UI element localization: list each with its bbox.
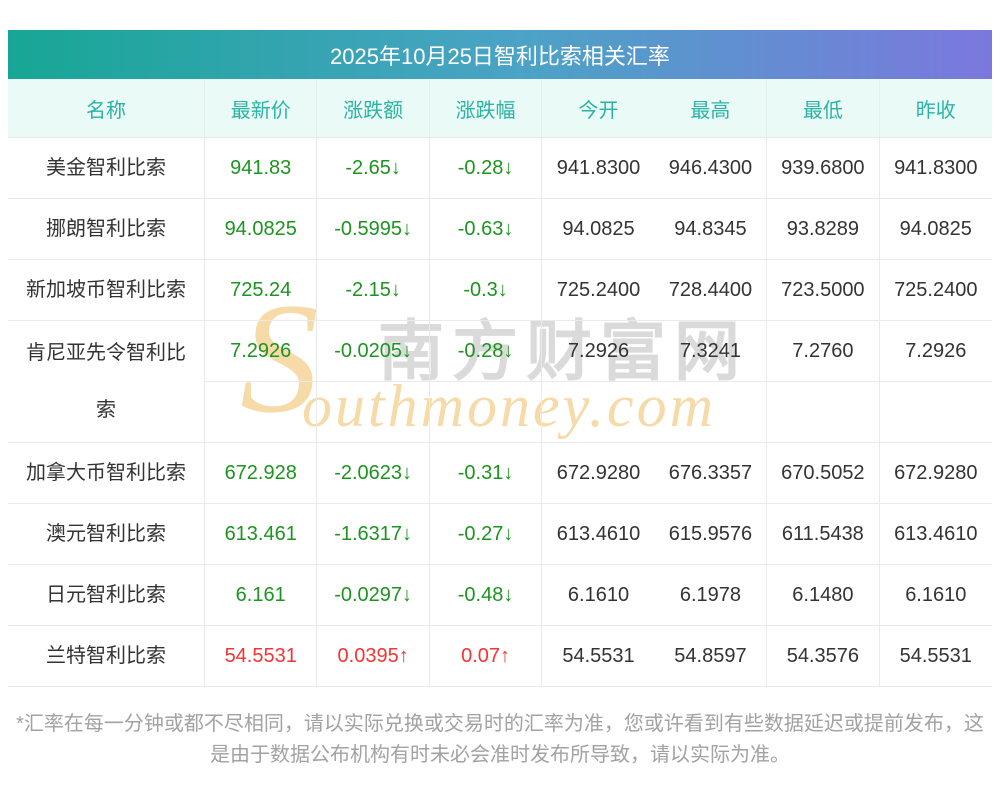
cell-prev: 941.8300 — [879, 138, 992, 199]
cell-pct: -0.28↓ — [429, 138, 543, 199]
cell-open: 54.5531 — [542, 626, 655, 687]
cell-high: 615.9576 — [654, 504, 768, 565]
cell-latest: 941.83 — [205, 138, 318, 199]
row-name: 新加坡币智利比索 — [8, 260, 205, 321]
cell-pct: -0.28↓ — [429, 321, 543, 382]
cell-high: 728.4400 — [654, 260, 768, 321]
cell-change: -0.0205↓ — [317, 321, 430, 382]
cell-open: 7.2926 — [542, 321, 655, 382]
column-header-prev: 昨收 — [879, 79, 992, 138]
cell-change: -2.0623↓ — [317, 443, 430, 504]
cell-low: 611.5438 — [767, 504, 880, 565]
cell-pct: -0.63↓ — [429, 199, 543, 260]
cell-latest: 672.928 — [205, 443, 318, 504]
cell-empty — [205, 382, 318, 443]
cell-empty — [429, 382, 543, 443]
cell-latest: 94.0825 — [205, 199, 318, 260]
cell-low: 723.5000 — [767, 260, 880, 321]
column-header-latest: 最新价 — [205, 79, 318, 138]
cell-high: 54.8597 — [654, 626, 768, 687]
column-header-change: 涨跌额 — [317, 79, 430, 138]
cell-pct: -0.31↓ — [429, 443, 543, 504]
cell-high: 94.8345 — [654, 199, 768, 260]
column-header-name: 名称 — [8, 79, 205, 138]
cell-open: 6.1610 — [542, 565, 655, 626]
row-name: 兰特智利比索 — [8, 626, 205, 687]
column-header-open: 今开 — [542, 79, 655, 138]
column-header-low: 最低 — [767, 79, 880, 138]
cell-open: 94.0825 — [542, 199, 655, 260]
cell-prev: 54.5531 — [879, 626, 992, 687]
cell-latest: 725.24 — [205, 260, 318, 321]
cell-open: 725.2400 — [542, 260, 655, 321]
cell-high: 676.3357 — [654, 443, 768, 504]
column-header-pct: 涨跌幅 — [429, 79, 543, 138]
cell-low: 939.6800 — [767, 138, 880, 199]
cell-empty — [767, 382, 880, 443]
cell-change: -1.6317↓ — [317, 504, 430, 565]
cell-latest: 6.161 — [205, 565, 318, 626]
cell-pct: -0.48↓ — [429, 565, 543, 626]
cell-high: 946.4300 — [654, 138, 768, 199]
cell-pct: -0.3↓ — [429, 260, 543, 321]
row-name: 美金智利比索 — [8, 138, 205, 199]
cell-empty — [317, 382, 430, 443]
cell-prev: 725.2400 — [879, 260, 992, 321]
cell-change: -0.5995↓ — [317, 199, 430, 260]
table-title: 2025年10月25日智利比索相关汇率 — [330, 43, 670, 69]
row-name: 挪朗智利比索 — [8, 199, 205, 260]
cell-low: 6.1480 — [767, 565, 880, 626]
row-name: 日元智利比索 — [8, 565, 205, 626]
column-header-high: 最高 — [654, 79, 768, 138]
cell-prev: 672.9280 — [879, 443, 992, 504]
cell-change: -2.65↓ — [317, 138, 430, 199]
cell-pct: -0.27↓ — [429, 504, 543, 565]
cell-low: 54.3576 — [767, 626, 880, 687]
row-name: 肯尼亚先令智利比索 — [8, 321, 205, 443]
row-name: 加拿大币智利比索 — [8, 443, 205, 504]
cell-pct: 0.07↑ — [429, 626, 543, 687]
cell-latest: 613.461 — [205, 504, 318, 565]
cell-low: 670.5052 — [767, 443, 880, 504]
cell-open: 941.8300 — [542, 138, 655, 199]
cell-latest: 54.5531 — [205, 626, 318, 687]
cell-latest: 7.2926 — [205, 321, 318, 382]
table-title-bar: 2025年10月25日智利比索相关汇率 — [8, 30, 992, 79]
cell-change: -0.0297↓ — [317, 565, 430, 626]
disclaimer-note: *汇率在每一分钟或都不尽相同，请以实际兑换或交易时的汇率为准，您或许看到有些数据… — [16, 713, 984, 766]
cell-open: 613.4610 — [542, 504, 655, 565]
cell-prev: 613.4610 — [879, 504, 992, 565]
cell-low: 93.8289 — [767, 199, 880, 260]
cell-prev: 7.2926 — [879, 321, 992, 382]
cell-high: 6.1978 — [654, 565, 768, 626]
cell-change: 0.0395↑ — [317, 626, 430, 687]
cell-empty — [542, 382, 655, 443]
cell-empty — [654, 382, 768, 443]
cell-prev: 94.0825 — [879, 199, 992, 260]
cell-change: -2.15↓ — [317, 260, 430, 321]
cell-high: 7.3241 — [654, 321, 768, 382]
cell-empty — [879, 382, 992, 443]
cell-prev: 6.1610 — [879, 565, 992, 626]
cell-low: 7.2760 — [767, 321, 880, 382]
cell-open: 672.9280 — [542, 443, 655, 504]
rates-table: 2025年10月25日智利比索相关汇率 名称 最新价 涨跌额 涨跌幅 今开 最高 最低 昨收美… — [8, 30, 992, 687]
row-name: 澳元智利比索 — [8, 504, 205, 565]
rate-grid: 名称 最新价 涨跌额 涨跌幅 今开 最高 最低 昨收 美金智利比索 941.83 -2.65↓ -0.… — [8, 79, 992, 687]
